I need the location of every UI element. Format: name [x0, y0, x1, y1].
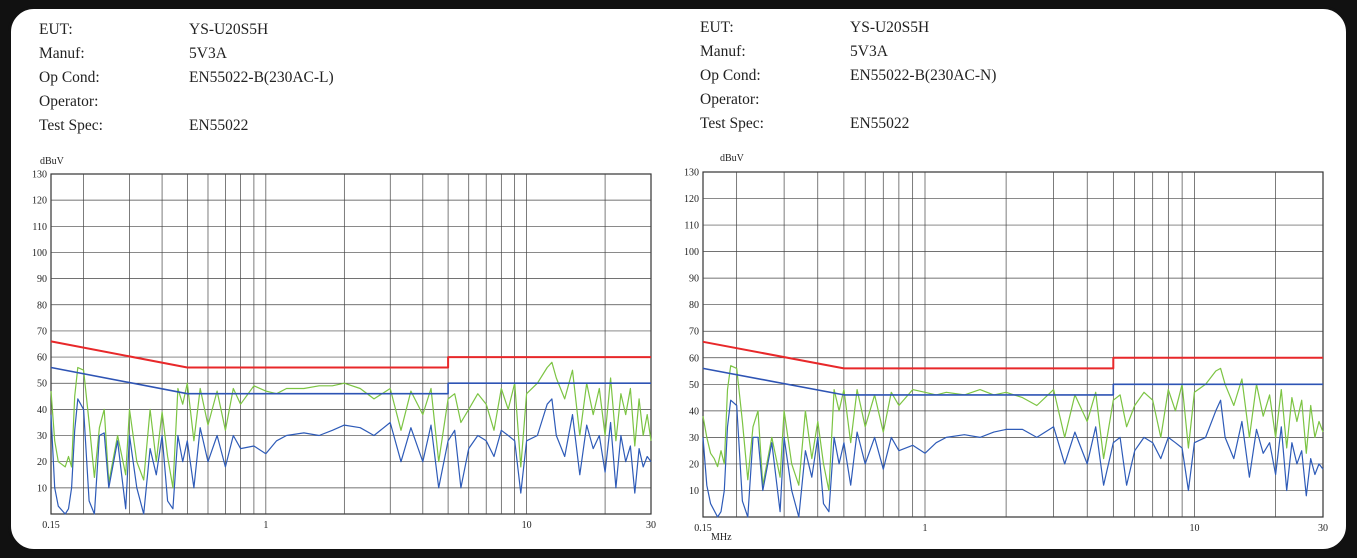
x-unit-label: MHz	[711, 532, 732, 543]
info-label: Operator:	[700, 91, 760, 108]
y-tick-label: 110	[32, 222, 47, 233]
y-tick-label: 80	[689, 300, 699, 311]
x-tick-label: 1	[263, 520, 268, 531]
info-label: Op Cond:	[700, 67, 761, 84]
y-tick-label: 120	[32, 196, 47, 207]
info-label: Op Cond:	[39, 69, 100, 86]
info-value: EN55022-B(230AC-L)	[189, 69, 334, 86]
av-trace-line	[50, 398, 652, 515]
info-value: EN55022	[189, 117, 249, 134]
y-tick-label: 40	[689, 406, 699, 417]
y-tick-label: 70	[37, 326, 47, 337]
y-tick-label: 130	[32, 170, 47, 181]
info-label: Operator:	[39, 93, 99, 110]
y-tick-label: 20	[37, 457, 47, 468]
y-tick-label: 50	[37, 379, 47, 390]
qp-trace-line	[702, 365, 1324, 492]
info-value: EN55022	[850, 115, 910, 132]
x-tick-label: 30	[1318, 523, 1328, 534]
y-tick-label: 30	[37, 431, 47, 442]
av-limit-line	[702, 367, 1323, 396]
y-tick-label: 130	[684, 168, 699, 179]
av-trace-line	[702, 399, 1324, 518]
y-tick-label: 90	[37, 274, 47, 285]
y-tick-label: 110	[684, 221, 699, 232]
av-limit-line	[50, 366, 651, 395]
y-tick-label: 60	[689, 353, 699, 364]
y-tick-label: 80	[37, 300, 47, 311]
y-tick-label: 100	[32, 248, 47, 259]
info-label: Test Spec:	[700, 115, 764, 132]
info-label: Manuf:	[700, 43, 746, 60]
x-tick-label: 0.15	[694, 523, 712, 534]
y-tick-label: 40	[37, 405, 47, 416]
y-tick-label: 100	[684, 247, 699, 258]
info-value: 5V3A	[850, 43, 888, 60]
report-frame: EUT: YS-U20S5H Manuf: 5V3A Op Cond: EN55022…	[8, 6, 1349, 552]
y-unit-label: dBuV	[720, 153, 744, 164]
y-tick-label: 50	[689, 380, 699, 391]
info-value: EN55022-B(230AC-N)	[850, 67, 997, 84]
info-label: EUT:	[39, 21, 73, 38]
info-label: EUT:	[700, 19, 734, 36]
x-tick-label: 30	[646, 520, 656, 531]
info-label: Test Spec:	[39, 117, 103, 134]
qp-trace-line	[50, 361, 652, 489]
plot-area	[50, 173, 652, 515]
y-tick-label: 10	[37, 483, 47, 494]
y-tick-label: 120	[684, 194, 699, 205]
y-tick-label: 20	[689, 459, 699, 470]
x-tick-label: 10	[522, 520, 532, 531]
info-value: 5V3A	[189, 45, 227, 62]
x-tick-label: 10	[1189, 523, 1199, 534]
info-label: Manuf:	[39, 45, 85, 62]
info-value: YS-U20S5H	[850, 19, 930, 36]
y-unit-label: dBuV	[40, 156, 64, 167]
x-tick-label: 0.15	[42, 520, 60, 531]
y-tick-label: 70	[689, 327, 699, 338]
x-tick-label: 1	[922, 523, 927, 534]
y-tick-label: 30	[689, 433, 699, 444]
y-tick-label: 90	[689, 274, 699, 285]
qp-limit-line	[50, 340, 651, 369]
plot-area	[702, 171, 1324, 518]
info-value: YS-U20S5H	[189, 21, 269, 38]
y-tick-label: 10	[689, 486, 699, 497]
y-tick-label: 60	[37, 353, 47, 364]
qp-limit-line	[702, 340, 1323, 370]
